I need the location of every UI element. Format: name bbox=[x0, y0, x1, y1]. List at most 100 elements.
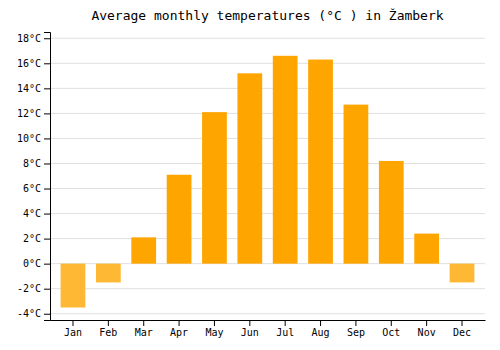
x-tick: Jan bbox=[64, 320, 82, 338]
x-tick-label: Jul bbox=[276, 327, 294, 338]
y-tick-label: 0°C bbox=[23, 258, 41, 269]
x-tick-mark bbox=[214, 320, 215, 326]
y-axis-line bbox=[44, 33, 51, 321]
x-tick-mark bbox=[462, 320, 463, 326]
grid bbox=[50, 38, 485, 313]
y-tick-mark bbox=[44, 289, 50, 290]
x-tick: Apr bbox=[170, 320, 188, 338]
x-tick: Jun bbox=[241, 320, 259, 338]
bar bbox=[167, 175, 192, 264]
y-tick-mark bbox=[44, 314, 50, 315]
bar bbox=[450, 264, 475, 283]
bar bbox=[131, 237, 156, 263]
y-tick-label: 16°C bbox=[17, 58, 41, 69]
plot: -4°C -2°C 0°C 2°C 4°C 6°C 8°C 10°C 12°C 14°C 16°C 1… bbox=[17, 33, 486, 339]
grid-line bbox=[50, 163, 485, 164]
x-tick-label: Sep bbox=[347, 327, 365, 338]
y-tick: 14°C bbox=[17, 83, 50, 94]
bar bbox=[202, 112, 227, 264]
y-tick-label: 10°C bbox=[17, 133, 41, 144]
bars bbox=[61, 56, 475, 308]
y-tick: 12°C bbox=[17, 108, 50, 119]
x-tick: May bbox=[205, 320, 223, 338]
x-tick-label: Mar bbox=[135, 327, 153, 338]
title: Average monthly temperatures (°C ) in Ža… bbox=[91, 8, 443, 23]
x-tick-label: Nov bbox=[418, 327, 436, 338]
y-tick-mark bbox=[44, 88, 50, 89]
x-tick-mark bbox=[285, 320, 286, 326]
y-tick-mark bbox=[44, 63, 50, 64]
x-tick-mark bbox=[179, 320, 180, 326]
grid-line bbox=[50, 63, 485, 64]
y-tick: -2°C bbox=[17, 283, 50, 294]
y-tick-label: 14°C bbox=[17, 83, 41, 94]
y-tick: 8°C bbox=[23, 158, 50, 169]
x-tick: Oct bbox=[382, 320, 400, 338]
y-tick-label: 12°C bbox=[17, 108, 41, 119]
bar bbox=[344, 105, 369, 264]
x-tick-mark bbox=[355, 320, 356, 326]
x-tick-label: Aug bbox=[312, 327, 330, 338]
x-tick: Sep bbox=[347, 320, 365, 338]
y-tick: 10°C bbox=[17, 133, 50, 144]
y-tick: -4°C bbox=[17, 308, 50, 319]
y-tick-mark bbox=[44, 214, 50, 215]
y-tick: 2°C bbox=[23, 233, 50, 244]
y-tick-mark bbox=[44, 138, 50, 139]
bar bbox=[308, 60, 333, 264]
y-tick-mark bbox=[44, 38, 50, 39]
x-tick-mark bbox=[426, 320, 427, 326]
x-tick-label: Dec bbox=[453, 327, 471, 338]
grid-line bbox=[50, 288, 485, 289]
bar bbox=[61, 264, 86, 308]
x-tick: Feb bbox=[99, 320, 117, 338]
y-tick: 18°C bbox=[17, 33, 50, 44]
bar bbox=[379, 161, 404, 264]
y-tick-label: 8°C bbox=[23, 158, 41, 169]
x-axis: Jan Feb Mar Apr May Jun Jul Aug Sep Oct Nov Dec bbox=[51, 320, 486, 338]
x-tick-label: Apr bbox=[170, 327, 188, 338]
bar bbox=[96, 264, 121, 283]
x-tick-mark bbox=[391, 320, 392, 326]
x-tick: Aug bbox=[312, 320, 330, 338]
x-tick: Dec bbox=[453, 320, 471, 338]
y-tick-label: -2°C bbox=[17, 283, 41, 294]
y-tick-mark bbox=[44, 163, 50, 164]
y-tick: 0°C bbox=[23, 258, 50, 269]
x-tick: Mar bbox=[135, 320, 153, 338]
x-tick-label: May bbox=[205, 327, 223, 338]
y-tick-mark bbox=[44, 239, 50, 240]
y-tick-label: 6°C bbox=[23, 183, 41, 194]
y-tick: 16°C bbox=[17, 58, 50, 69]
grid-line bbox=[50, 138, 485, 139]
x-tick: Nov bbox=[418, 320, 436, 338]
x-tick-label: Jan bbox=[64, 327, 82, 338]
y-tick-mark bbox=[44, 113, 50, 114]
y-tick-mark bbox=[44, 189, 50, 190]
grid-line bbox=[50, 213, 485, 214]
y-tick-label: -4°C bbox=[17, 308, 41, 319]
x-tick-label: Feb bbox=[99, 327, 117, 338]
y-tick: 4°C bbox=[23, 208, 50, 219]
bar bbox=[273, 56, 298, 264]
y-axis: -4°C -2°C 0°C 2°C 4°C 6°C 8°C 10°C 12°C 14°C 16°C 1… bbox=[17, 33, 51, 321]
x-tick-mark bbox=[108, 320, 109, 326]
x-tick-mark bbox=[143, 320, 144, 326]
y-tick: 6°C bbox=[23, 183, 50, 194]
bar bbox=[414, 234, 439, 264]
bar bbox=[237, 73, 262, 263]
grid-line bbox=[50, 313, 485, 314]
x-tick-mark bbox=[249, 320, 250, 326]
y-tick-label: 18°C bbox=[17, 33, 41, 44]
chart: -4°C -2°C 0°C 2°C 4°C 6°C 8°C 10°C 12°C 14°C 16°C 1… bbox=[0, 0, 500, 350]
x-tick-label: Oct bbox=[382, 327, 400, 338]
grid-line bbox=[50, 38, 485, 39]
grid-line bbox=[50, 188, 485, 189]
y-tick-mark bbox=[44, 264, 50, 265]
x-axis-line bbox=[51, 320, 486, 321]
x-tick-mark bbox=[320, 320, 321, 326]
y-tick-label: 4°C bbox=[23, 208, 41, 219]
x-tick: Jul bbox=[276, 320, 294, 338]
grid-line bbox=[50, 113, 485, 114]
grid-line bbox=[50, 88, 485, 89]
